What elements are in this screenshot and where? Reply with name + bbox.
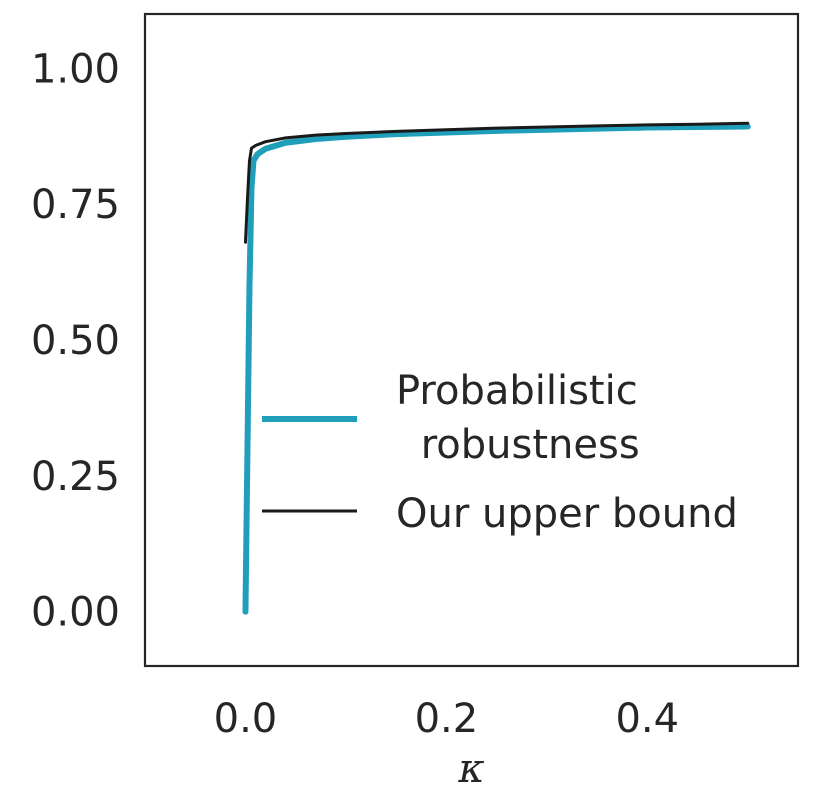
y-tick-label: 0.25 — [31, 454, 120, 500]
series-line-2 — [243, 121, 750, 244]
series-layer — [242, 121, 751, 615]
y-axis-ticks: 0.00 0.25 0.50 0.75 1.00 — [31, 46, 120, 635]
x-tick-label: 0.4 — [615, 696, 679, 742]
x-tick-label: 0.0 — [214, 696, 278, 742]
legend-label-1: Probabilistic robustness — [396, 368, 640, 468]
legend: Probabilistic robustness Our upper bound — [262, 368, 738, 537]
x-axis-ticks: 0.0 0.2 0.4 — [214, 696, 679, 742]
series-line-1 — [242, 123, 751, 615]
y-tick-label: 0.50 — [31, 318, 120, 364]
plot-frame — [143, 12, 800, 668]
y-tick-label: 1.00 — [31, 46, 120, 92]
x-tick-label: 0.2 — [415, 696, 479, 742]
y-tick-label: 0.00 — [31, 590, 120, 636]
legend-label-2: Our upper bound — [396, 491, 738, 537]
x-axis-label: κ — [457, 746, 484, 792]
y-tick-label: 0.75 — [31, 182, 120, 228]
